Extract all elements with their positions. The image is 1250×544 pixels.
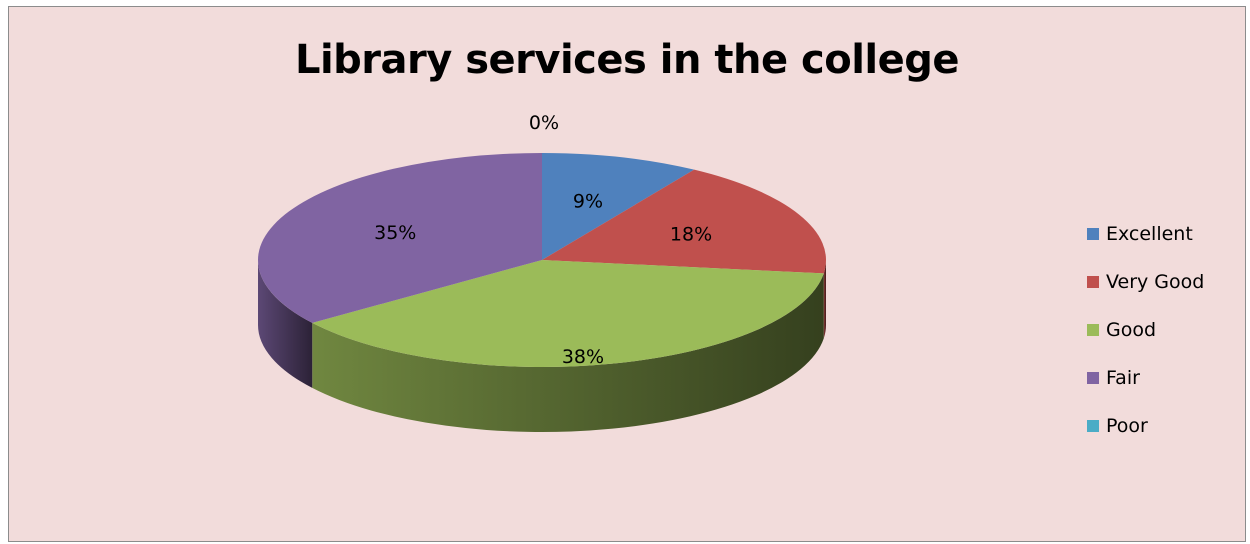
pie-slice-excellent <box>542 153 695 260</box>
data-label-fair: 35% <box>374 222 416 244</box>
legend-label-excellent: Excellent <box>1106 223 1193 245</box>
legend-swatch-good <box>1087 324 1099 336</box>
pie-top-faces <box>258 153 826 367</box>
pie-slice-good <box>312 260 824 367</box>
legend-item-very-good: Very Good <box>1087 258 1204 306</box>
chart-area: Library services in the college 9% 18% 38%… <box>8 6 1246 542</box>
legend-label-very-good: Very Good <box>1106 271 1205 293</box>
pie-slice-fair <box>258 153 542 323</box>
legend-item-excellent: Excellent <box>1087 210 1204 258</box>
pie-side-good <box>312 273 824 432</box>
legend-label-fair: Fair <box>1106 367 1140 389</box>
pie-data-labels: 9% 18% 38% 35% 0% <box>374 112 712 368</box>
legend-item-good: Good <box>1087 306 1204 354</box>
pie-chart: 9% 18% 38% 35% 0% <box>258 112 827 432</box>
legend-label-poor: Poor <box>1106 415 1148 437</box>
data-label-poor: 0% <box>529 112 559 134</box>
pie-side-fair <box>258 260 313 388</box>
legend-swatch-very-good <box>1087 276 1099 288</box>
legend-swatch-fair <box>1087 372 1099 384</box>
pie-side-walls <box>258 260 827 432</box>
legend-label-good: Good <box>1106 319 1157 341</box>
pie-side-very-good <box>823 260 827 339</box>
legend-item-poor: Poor <box>1087 402 1204 450</box>
data-label-excellent: 9% <box>573 190 603 212</box>
pie-slice-very-good <box>542 169 826 274</box>
legend-item-fair: Fair <box>1087 354 1204 402</box>
legend-swatch-excellent <box>1087 228 1099 240</box>
data-label-very-good: 18% <box>670 224 712 246</box>
chart-legend: Excellent Very Good Good Fair Poor <box>1087 210 1204 450</box>
chart-title: Library services in the college <box>294 37 960 83</box>
legend-swatch-poor <box>1087 420 1099 432</box>
data-label-good: 38% <box>562 346 604 368</box>
